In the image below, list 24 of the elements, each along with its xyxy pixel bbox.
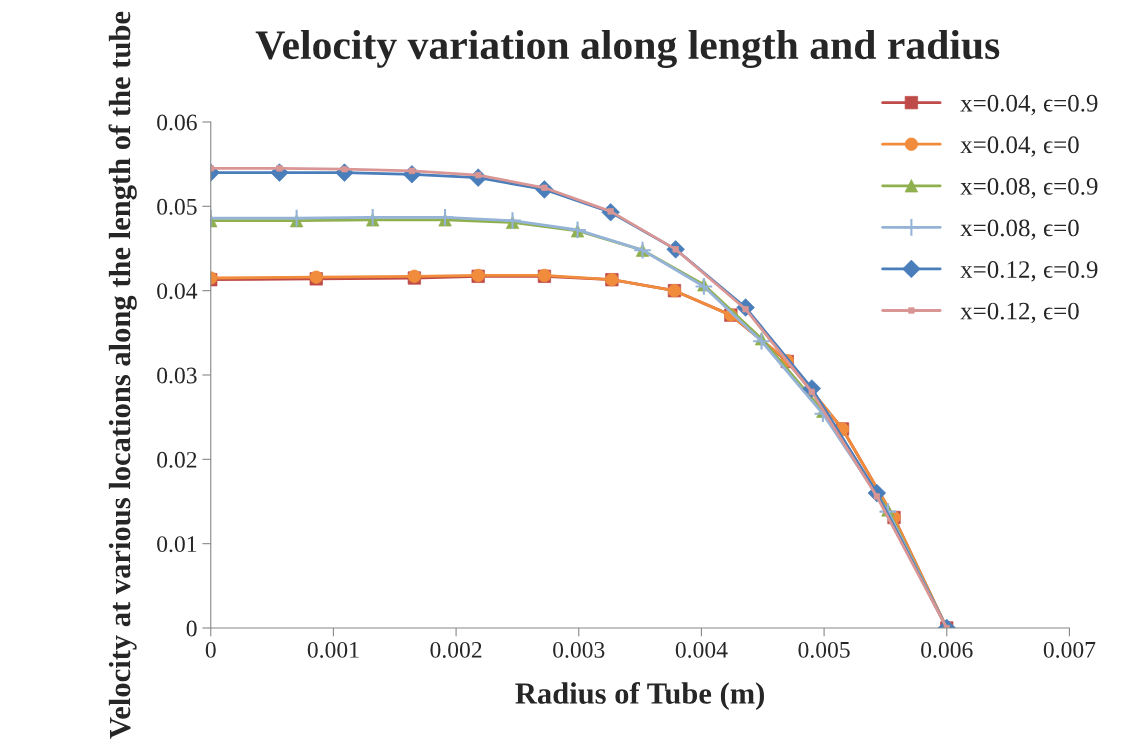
legend-label: x=0.08, ϵ=0 — [960, 219, 1079, 240]
y-tick-label: 0.02 — [157, 451, 197, 468]
legend-label: x=0.12, ϵ=0 — [960, 302, 1079, 324]
legend-label: x=0.12, ϵ=0.9 — [960, 261, 1098, 282]
y-axis-title: Velocity at various locations along the length of the tube — [108, 11, 137, 739]
legend-label: x=0.04, ϵ=0.9 — [960, 94, 1098, 116]
x-tick-label: 0.004 — [675, 641, 728, 658]
x-tick-label: 0.002 — [430, 641, 482, 658]
y-tick-label: 0 — [186, 620, 197, 637]
x-axis-title: Radius of Tube (m) — [515, 682, 764, 711]
x-tick-label: 0.005 — [798, 641, 850, 658]
x-tick-label: 0.001 — [307, 641, 359, 658]
x-tick-label: 0.006 — [921, 641, 973, 658]
chart-title: Velocity variation along length and radius — [255, 29, 1000, 68]
x-tick-label: 0.007 — [1043, 641, 1096, 658]
legend-label: x=0.04, ϵ=0 — [960, 136, 1079, 157]
y-tick-label: 0.06 — [157, 114, 197, 131]
legend-label: x=0.08, ϵ=0.9 — [960, 177, 1098, 199]
y-tick-label: 0.04 — [157, 283, 198, 300]
y-tick-label: 0.05 — [157, 198, 197, 215]
y-tick-label: 0.03 — [157, 367, 197, 384]
y-tick-label: 0.01 — [157, 536, 197, 553]
x-tick-label: 0 — [205, 641, 216, 658]
x-tick-label: 0.003 — [553, 641, 605, 658]
